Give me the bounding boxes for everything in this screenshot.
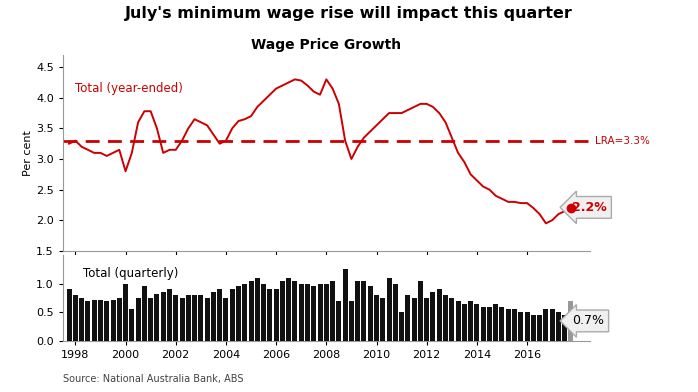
Bar [223,298,228,341]
Bar [148,298,153,341]
Bar [104,301,110,341]
Bar [198,295,203,341]
Bar [110,299,116,341]
Bar [73,295,78,341]
Bar [525,312,530,341]
Bar [154,294,159,341]
Bar [368,287,373,341]
Text: Total (year-ended): Total (year-ended) [75,82,184,94]
Bar [66,289,72,341]
Bar [261,283,266,341]
Bar [387,278,392,341]
Bar [537,315,542,341]
Bar [330,281,335,341]
Bar [173,295,178,341]
Bar [519,312,524,341]
Bar [336,301,341,341]
Text: 2.2%: 2.2% [572,201,607,214]
Bar [468,301,473,341]
Bar [186,295,191,341]
Bar [280,281,285,341]
Bar [230,289,235,341]
Bar [324,283,329,341]
Bar [380,298,385,341]
Text: July's minimum wage rise will impact this quarter: July's minimum wage rise will impact thi… [125,6,573,21]
Bar [242,283,247,341]
Bar [487,307,492,341]
Bar [355,281,360,341]
Bar [562,315,567,341]
Bar [437,289,442,341]
Bar [117,298,121,341]
Bar [543,309,549,341]
Title: Wage Price Growth: Wage Price Growth [251,38,401,52]
Bar [393,283,398,341]
Bar [343,269,348,341]
Bar [311,287,316,341]
Bar [236,287,241,341]
Bar [406,295,410,341]
Bar [142,287,147,341]
Bar [167,289,172,341]
Bar [318,283,322,341]
Bar [79,298,84,341]
Bar [274,289,279,341]
Bar [418,281,423,341]
Bar [211,292,216,341]
Bar [412,298,417,341]
Bar [500,307,505,341]
Bar [431,292,436,341]
Bar [292,281,297,341]
Bar [179,298,184,341]
Bar [98,299,103,341]
Bar [349,301,354,341]
Bar [305,283,310,341]
Bar [362,281,366,341]
Bar [456,301,461,341]
Bar [286,278,291,341]
Bar [267,289,272,341]
Bar [462,304,467,341]
Text: Total (quarterly): Total (quarterly) [83,267,178,280]
Bar [549,309,555,341]
Bar [493,304,498,341]
Bar [299,283,304,341]
Bar [399,312,404,341]
Text: Source: National Australia Bank, ABS: Source: National Australia Bank, ABS [63,374,244,384]
Bar [374,295,379,341]
Bar [123,283,128,341]
Bar [85,301,91,341]
Bar [512,309,517,341]
Bar [450,298,454,341]
Bar [506,309,511,341]
Bar [192,295,197,341]
Bar [556,312,561,341]
Bar [205,298,209,341]
Bar [255,278,260,341]
Y-axis label: Per cent: Per cent [23,130,34,176]
Bar [217,289,222,341]
Bar [475,304,480,341]
Bar [135,298,140,341]
Bar [248,281,253,341]
Bar [568,301,574,341]
Bar [481,307,486,341]
Bar [129,309,134,341]
Bar [443,295,448,341]
Text: LRA=3.3%: LRA=3.3% [595,136,650,146]
Bar [161,292,165,341]
Bar [531,315,536,341]
Text: 0.7%: 0.7% [572,314,604,327]
Bar [91,299,97,341]
Bar [424,298,429,341]
